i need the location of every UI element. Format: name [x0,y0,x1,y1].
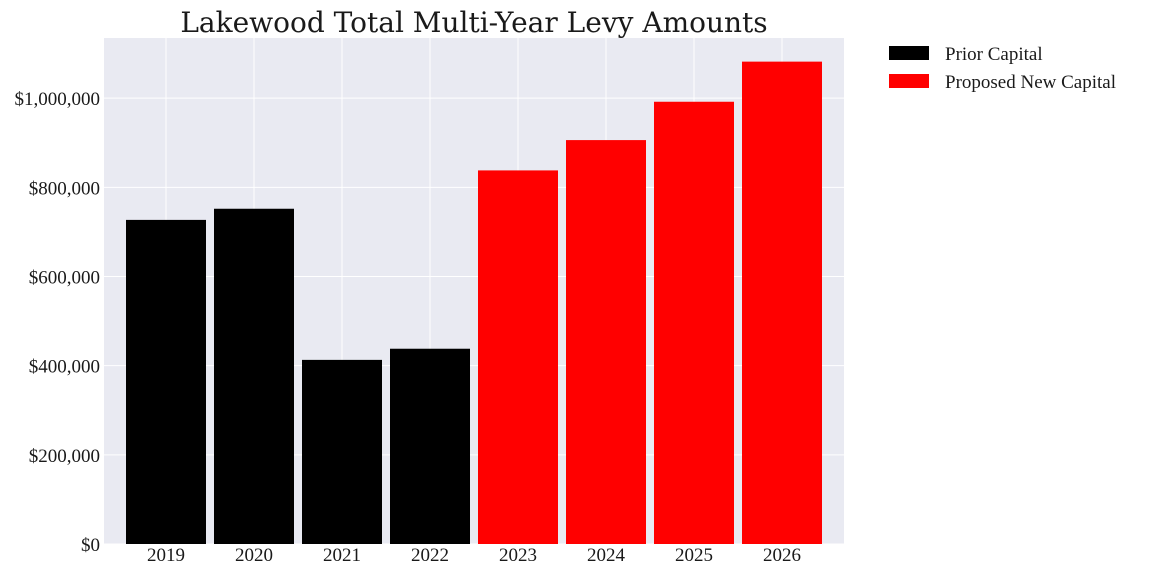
bar-2024 [566,140,646,545]
bar-2021 [302,359,382,544]
x-tick-label: 2024 [587,545,626,566]
bar-2020 [214,208,294,544]
x-tick-label: 2026 [763,545,801,566]
legend: Prior Capital Proposed New Capital [889,44,1116,93]
x-tick-label: 2023 [499,545,537,566]
x-tick-label: 2019 [147,545,185,566]
x-axis-ticks: 2019 2020 2021 2022 2023 2024 2025 2026 [147,545,801,566]
x-tick-label: 2025 [675,545,713,566]
chart-title: Lakewood Total Multi-Year Levy Amounts [180,6,767,39]
legend-swatch [889,74,929,88]
y-tick-label: $200,000 [29,446,100,467]
bar-2026 [742,61,822,544]
bar-2023 [478,170,558,544]
bar-2022 [390,348,470,544]
x-tick-label: 2022 [411,545,449,566]
bars [126,61,822,545]
y-tick-label: $1,000,000 [15,89,101,110]
x-tick-label: 2021 [323,545,361,566]
y-tick-label: $800,000 [29,178,100,199]
legend-label: Proposed New Capital [945,72,1116,93]
y-axis-ticks: $0 $200,000 $400,000 $600,000 $800,000 $1,000… [15,89,101,556]
bar-2019 [126,219,206,544]
bar-2025 [654,101,734,545]
legend-swatch [889,46,929,60]
y-tick-label: $400,000 [29,357,100,378]
legend-label: Prior Capital [945,44,1043,65]
x-tick-label: 2020 [235,545,273,566]
y-tick-label: $0 [81,535,100,556]
y-tick-label: $600,000 [29,268,100,289]
